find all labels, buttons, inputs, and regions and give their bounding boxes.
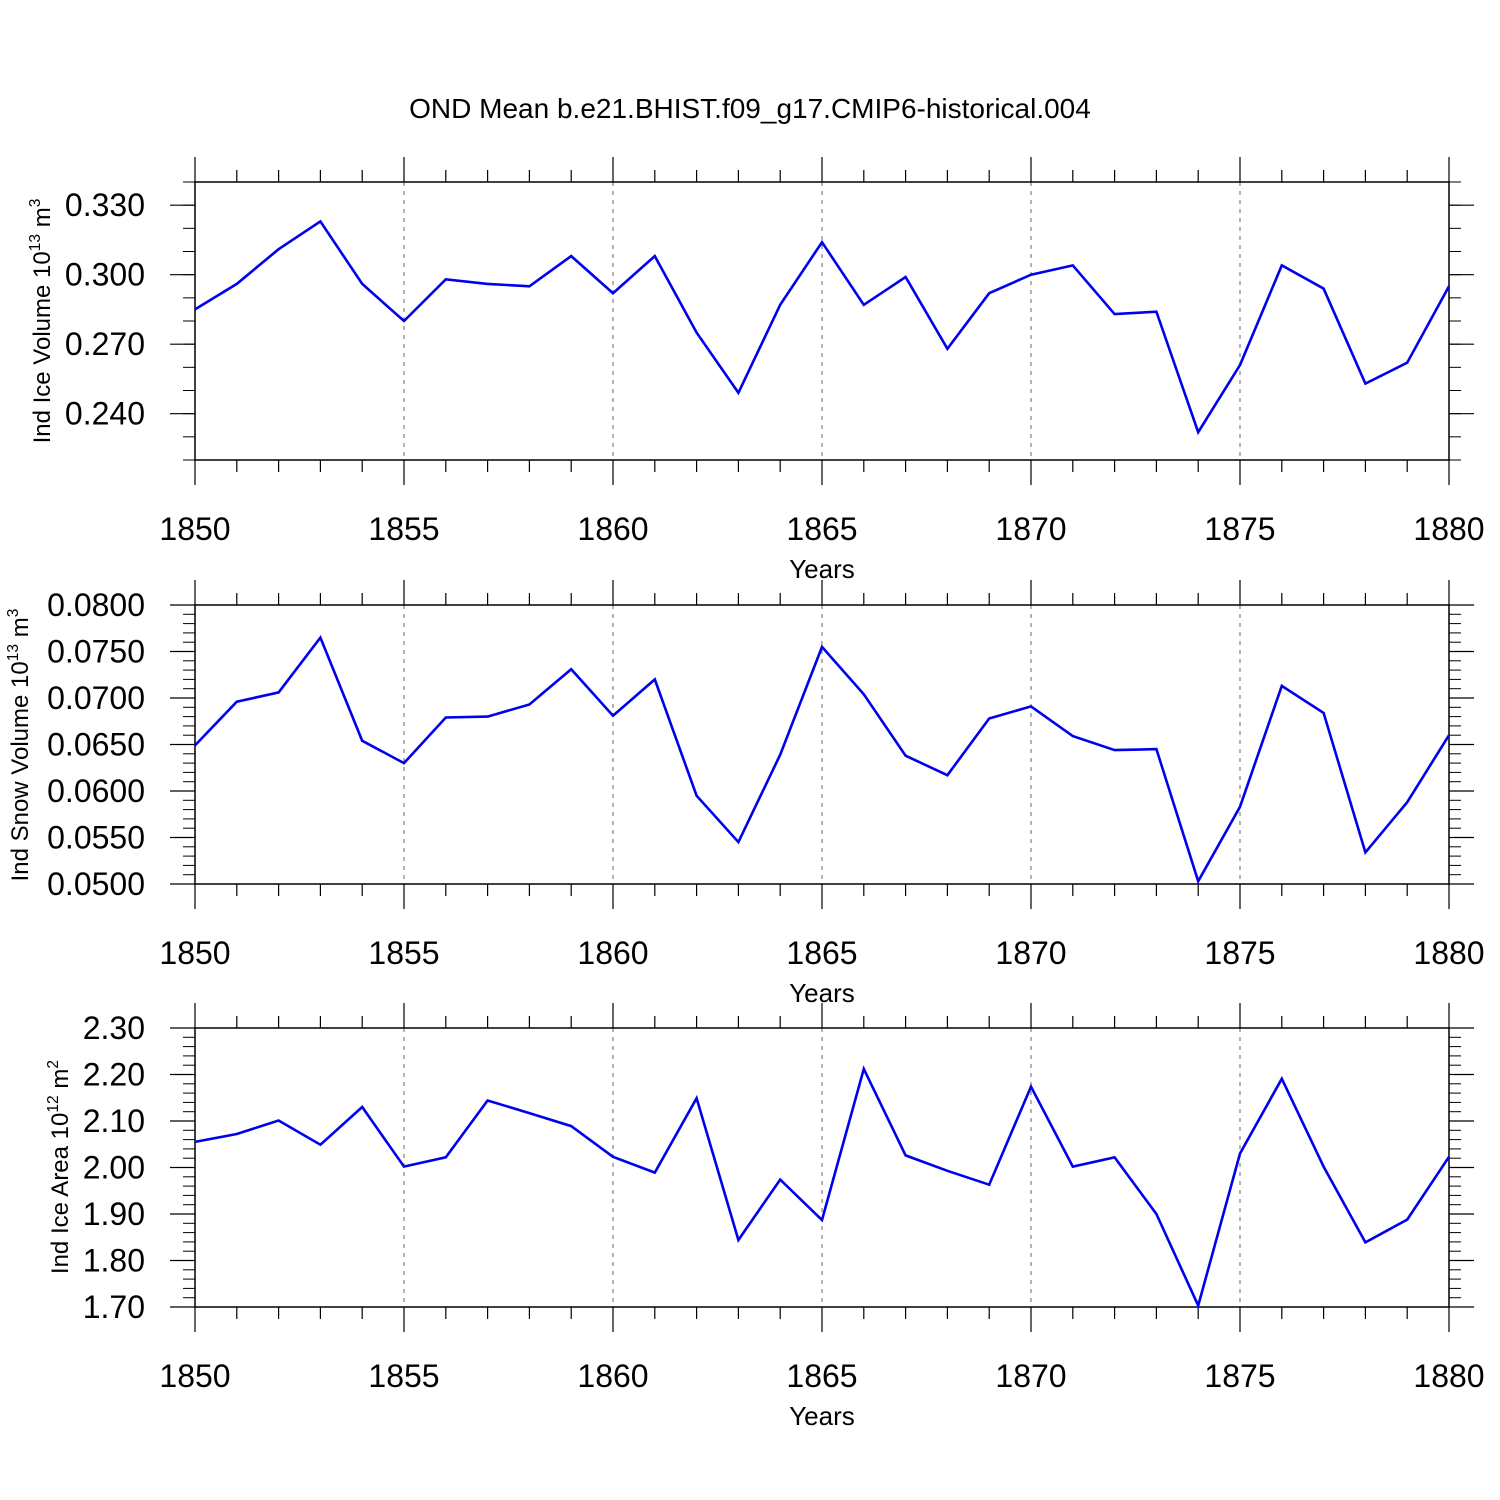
x-tick-label: 1875	[1204, 1358, 1275, 1394]
x-tick-label: 1855	[368, 935, 439, 971]
x-tick-label: 1855	[368, 1358, 439, 1394]
y-tick-label: 2.20	[83, 1057, 145, 1093]
panel-snow-volume: 0.0500 0.0550 0.0600 0.0650 0.0700 0.0750 0.08…	[5, 580, 1485, 1008]
y-axis-label-text: Ind Ice Volume 10	[29, 251, 56, 443]
x-tick-label: 1880	[1413, 1358, 1484, 1394]
y-tick-label: 0.240	[65, 396, 145, 432]
y-tick-label: 1.70	[83, 1289, 145, 1325]
series-line	[194, 219, 1451, 436]
y-tick-label: 0.0600	[47, 773, 145, 809]
y-axis-label: Ind Ice Volume 1013 m3	[27, 199, 56, 444]
y-tick-label: 0.0500	[47, 866, 145, 902]
y-axis-label-unit-exponent: 2	[45, 1060, 62, 1069]
y-axis-label-unit: m	[47, 1069, 74, 1096]
y-axis-label-unit-exponent: 3	[27, 199, 44, 208]
y-tick-label: 0.0550	[47, 820, 145, 856]
y-axis-label-unit: m	[29, 207, 56, 234]
x-tick-label: 1875	[1204, 511, 1275, 547]
y-tick-label: 0.0700	[47, 680, 145, 716]
y-tick-label: 0.0750	[47, 634, 145, 670]
panel-ice-volume: 0.240 0.270 0.300 0.330 1850 1855 1860 1865 1870…	[27, 157, 1485, 584]
y-axis-label-text: Ind Snow Volume 10	[7, 661, 34, 881]
y-tick-label: 0.300	[65, 257, 145, 293]
y-tick-label: 0.330	[65, 187, 145, 223]
x-tick-label: 1860	[577, 511, 648, 547]
x-tick-label: 1870	[995, 935, 1066, 971]
series-line	[194, 1065, 1451, 1310]
x-tick-label: 1880	[1413, 511, 1484, 547]
y-axis-label: Ind Snow Volume 1013 m3	[5, 609, 34, 882]
y-tick-label: 2.00	[83, 1150, 145, 1186]
figure-title: OND Mean b.e21.BHIST.f09_g17.CMIP6-histo…	[409, 93, 1091, 124]
y-tick-label: 0.270	[65, 326, 145, 362]
x-tick-label: 1865	[786, 1358, 857, 1394]
x-tick-label: 1855	[368, 511, 439, 547]
x-tick-label: 1850	[159, 511, 230, 547]
x-tick-label: 1880	[1413, 935, 1484, 971]
x-tick-label: 1860	[577, 935, 648, 971]
x-tick-label: 1865	[786, 935, 857, 971]
y-axis-label: Ind Ice Area 1012 m2	[45, 1060, 74, 1274]
x-tick-label: 1865	[786, 511, 857, 547]
y-axis-label-text: Ind Ice Area 10	[47, 1113, 74, 1274]
x-tick-label: 1860	[577, 1358, 648, 1394]
x-tick-label: 1850	[159, 935, 230, 971]
x-tick-label: 1850	[159, 1358, 230, 1394]
y-axis-label-exponent: 13	[27, 234, 44, 251]
x-tick-label: 1870	[995, 1358, 1066, 1394]
y-axis-label-unit: m	[7, 617, 34, 644]
x-axis-label: Years	[789, 554, 855, 584]
y-axis-label-unit-exponent: 3	[5, 609, 22, 618]
x-axis-label: Years	[789, 1401, 855, 1431]
y-tick-label: 1.80	[83, 1243, 145, 1279]
x-tick-label: 1870	[995, 511, 1066, 547]
y-tick-label: 0.0650	[47, 727, 145, 763]
x-tick-label: 1875	[1204, 935, 1275, 971]
panel-ice-area: 1.70 1.80 1.90 2.00 2.10 2.20 2.30 1850 1855 1860…	[45, 1003, 1485, 1431]
series-line	[194, 634, 1451, 885]
y-tick-label: 2.10	[83, 1103, 145, 1139]
y-axis-label-exponent: 13	[5, 644, 22, 661]
y-tick-label: 2.30	[83, 1010, 145, 1046]
y-axis-label-exponent: 12	[45, 1095, 62, 1112]
y-tick-label: 1.90	[83, 1196, 145, 1232]
y-tick-label: 0.0800	[47, 587, 145, 623]
